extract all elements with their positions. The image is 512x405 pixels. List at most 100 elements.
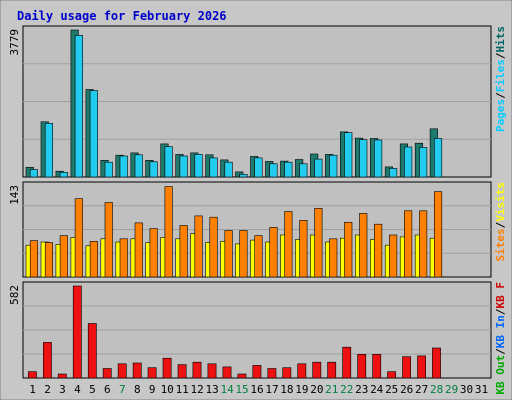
bar-kb-f-5: [87, 323, 97, 379]
x-label-day-17: 17: [265, 383, 278, 396]
x-label-day-7: 7: [119, 383, 126, 396]
x-label-day-6: 6: [104, 383, 111, 396]
bar-kb-f-15: [237, 373, 247, 379]
x-label-day-8: 8: [134, 383, 141, 396]
bar-files-8: [134, 154, 143, 178]
bar-kb-f-25: [387, 371, 396, 379]
legend-item: Visits: [494, 182, 507, 222]
bar-kb-f-2: [42, 342, 52, 379]
x-label-day-22: 22: [340, 383, 353, 396]
bar-sites-28: [433, 191, 443, 278]
x-label-day-20: 20: [310, 383, 323, 396]
x-axis-labels: 1 2 3 4 5 6 7 8 9 10 11 12 13 14 15 16 17 18 19 20 21 22 23 24 2…: [29, 383, 488, 396]
panel-2: 143 Sites/Visits: [8, 181, 507, 278]
bar-kb-f-10: [162, 357, 172, 379]
bar-files-25: [389, 168, 398, 178]
bar-sites-6: [104, 202, 113, 278]
bar-kb-f-7: [117, 363, 127, 379]
x-label-day-27: 27: [415, 383, 428, 396]
bar-files-27: [419, 147, 428, 178]
bar-kb-f-3: [57, 373, 67, 379]
bar-files-22: [344, 132, 353, 178]
bar-sites-7: [119, 238, 128, 278]
y-max-label: 582: [8, 285, 21, 305]
x-label-day-28: 28: [430, 383, 443, 396]
x-label-day-1: 1: [29, 383, 36, 396]
bar-files-2: [44, 123, 54, 178]
legend-separator: /: [494, 308, 507, 315]
bar-sites-1: [29, 240, 39, 278]
legend: Pages/Files/Hits: [494, 26, 507, 132]
bar-kb-f-23: [357, 353, 367, 379]
bar-sites-23: [359, 213, 368, 278]
bar-kb-f-8: [132, 362, 142, 379]
legend-separator: /: [494, 221, 507, 228]
chart-panels: 3779Pages/Files/Hits143Sites/Visits582KB…: [8, 25, 507, 395]
x-label-day-25: 25: [385, 383, 398, 396]
x-label-day-11: 11: [176, 383, 189, 396]
bar-sites-20: [314, 208, 323, 278]
bar-files-20: [314, 158, 323, 178]
x-label-day-16: 16: [250, 383, 263, 396]
bar-kb-f-12: [192, 361, 202, 379]
bar-sites-8: [134, 222, 143, 278]
bar-sites-27: [419, 210, 428, 278]
bar-files-11: [179, 155, 188, 178]
bar-sites-21: [329, 238, 338, 278]
bar-files-13: [209, 157, 218, 178]
bar-files-16: [254, 157, 263, 178]
x-label-day-31: 31: [475, 383, 488, 396]
x-label-day-18: 18: [280, 383, 293, 396]
bar-files-17: [269, 163, 278, 178]
bar-files-5: [89, 90, 98, 178]
bar-kb-f-4: [72, 285, 82, 379]
bar-sites-13: [209, 216, 218, 278]
bar-sites-25: [389, 234, 398, 278]
bar-kb-f-6: [102, 368, 112, 379]
bar-files-12: [194, 154, 203, 178]
x-label-day-4: 4: [74, 383, 81, 396]
bar-sites-12: [194, 215, 203, 278]
legend-item: KB In: [494, 315, 507, 348]
bar-files-3: [59, 172, 68, 178]
legend-item: Hits: [494, 26, 507, 53]
bar-kb-f-28: [432, 347, 441, 379]
bar-sites-17: [269, 227, 278, 278]
bar-sites-14: [224, 230, 233, 278]
x-label-day-3: 3: [59, 383, 66, 396]
x-label-day-13: 13: [205, 383, 218, 396]
x-label-day-14: 14: [220, 383, 234, 396]
x-label-day-12: 12: [190, 383, 203, 396]
bar-files-14: [224, 161, 233, 178]
y-max-label: 3779: [8, 29, 21, 56]
bar-kb-f-16: [252, 365, 262, 379]
x-label-day-21: 21: [325, 383, 338, 396]
bar-kb-f-17: [267, 368, 277, 379]
bar-sites-9: [149, 228, 158, 278]
legend-item: KB Out: [494, 355, 507, 395]
bar-kb-f-13: [207, 363, 217, 379]
bar-sites-15: [239, 230, 248, 278]
bar-sites-2: [44, 242, 54, 278]
legend-separator: /: [494, 52, 507, 59]
legend-item: Sites: [494, 228, 507, 261]
x-label-day-5: 5: [89, 383, 96, 396]
bar-kb-f-20: [312, 361, 322, 379]
bar-sites-4: [74, 198, 83, 278]
chart-title: Daily usage for February 2026: [17, 9, 227, 23]
bar-files-21: [329, 154, 338, 178]
bar-sites-16: [254, 235, 263, 278]
bar-kb-f-19: [297, 363, 307, 379]
bar-sites-18: [284, 211, 293, 278]
legend-item: Pages: [494, 99, 507, 132]
bar-files-15: [239, 174, 248, 178]
bar-files-4: [74, 35, 83, 178]
x-label-day-30: 30: [460, 383, 473, 396]
x-label-day-23: 23: [355, 383, 368, 396]
x-label-day-24: 24: [370, 383, 384, 396]
bar-kb-f-9: [147, 367, 157, 379]
bar-sites-3: [59, 235, 68, 278]
